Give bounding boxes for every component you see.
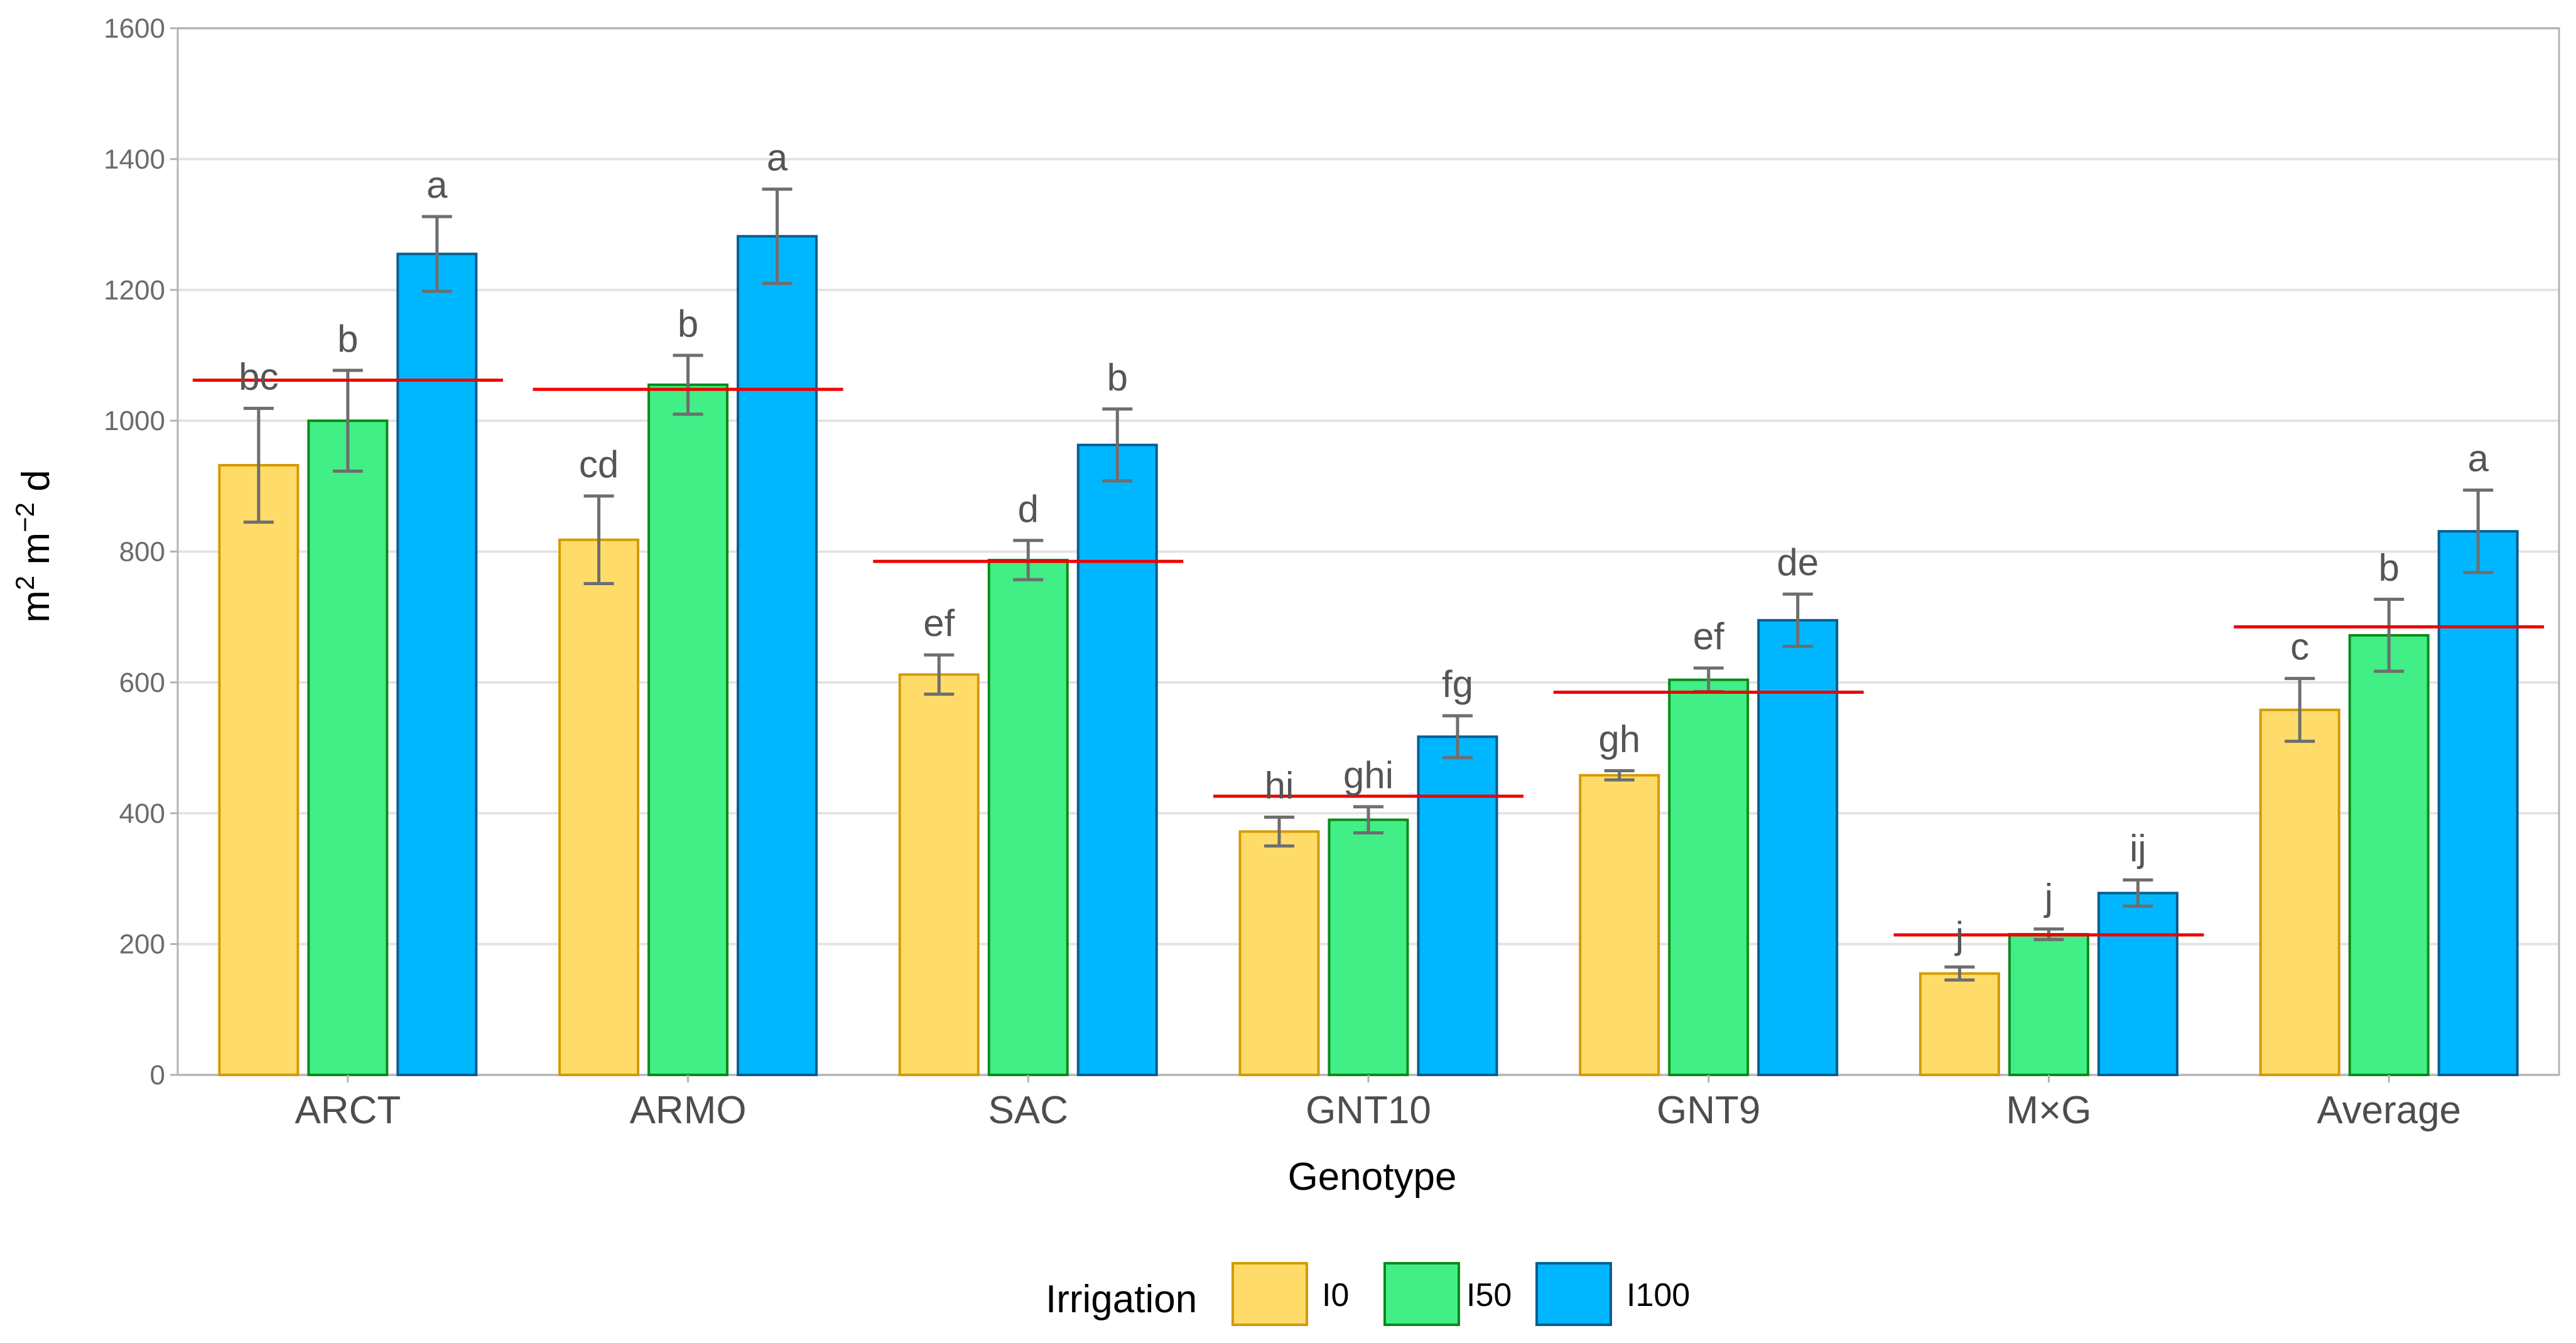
y-tick-label: 1400 xyxy=(104,144,165,175)
significance-letter: ghi xyxy=(1343,754,1394,796)
y-axis-title-superscript: −2 xyxy=(10,502,40,532)
significance-letter: c xyxy=(2290,626,2309,668)
y-axis-title: m2 m−2 d xyxy=(10,470,58,623)
bar-i100 xyxy=(1757,618,1839,1076)
bar-i50 xyxy=(2348,634,2430,1076)
significance-letter: ij xyxy=(2130,828,2146,870)
bar-i100 xyxy=(2437,530,2519,1076)
legend-key-i0 xyxy=(1231,1262,1308,1326)
bar-i50 xyxy=(1328,818,1409,1076)
bar-i50 xyxy=(647,383,729,1076)
significance-letter: ef xyxy=(923,602,955,644)
significance-letter: b xyxy=(678,303,698,345)
bar-i0 xyxy=(558,538,640,1076)
significance-letter: d xyxy=(1018,488,1039,530)
x-tick-label: SAC xyxy=(988,1089,1068,1132)
bar-i0 xyxy=(218,463,300,1076)
bar-i50 xyxy=(987,559,1069,1076)
significance-letter: a xyxy=(2467,438,2489,480)
significance-letter: bc xyxy=(239,355,278,397)
significance-letter: a xyxy=(426,164,448,206)
y-axis-title-superscript: 2 xyxy=(10,576,40,590)
bar-i0 xyxy=(1579,774,1660,1077)
significance-letter: de xyxy=(1777,541,1819,583)
y-tick-label: 0 xyxy=(150,1060,165,1091)
x-tick-label: ARMO xyxy=(630,1089,747,1132)
y-axis-title-part: m xyxy=(14,532,58,576)
significance-letter: ef xyxy=(1693,615,1724,657)
x-axis-title: Genotype xyxy=(1288,1155,1457,1199)
bar-i100 xyxy=(1076,443,1158,1076)
legend-label: I100 xyxy=(1626,1277,1690,1313)
bar-i0 xyxy=(1238,830,1320,1076)
legend-key-i50 xyxy=(1383,1262,1460,1326)
legend-key-i100 xyxy=(1535,1262,1612,1326)
bar-i0 xyxy=(1918,972,2000,1077)
significance-letter: a xyxy=(767,136,788,178)
bar-i0 xyxy=(898,673,980,1077)
legend-label: I50 xyxy=(1466,1277,1512,1313)
bar-i50 xyxy=(2008,932,2089,1076)
y-tick-label: 1200 xyxy=(104,275,165,306)
legend-label: I0 xyxy=(1322,1277,1349,1313)
bar-i100 xyxy=(2097,892,2178,1076)
significance-letter: j xyxy=(2043,876,2053,919)
significance-letter: b xyxy=(337,318,358,360)
bars xyxy=(218,235,2519,1077)
x-tick-label: Average xyxy=(2317,1089,2461,1132)
bar-i100 xyxy=(737,235,818,1076)
legend-title: Irrigation xyxy=(1046,1278,1197,1321)
bar-i0 xyxy=(2259,708,2341,1077)
x-tick-label: GNT9 xyxy=(1657,1089,1760,1132)
y-tick-label: 600 xyxy=(119,667,165,698)
significance-letter: gh xyxy=(1598,718,1640,760)
error-bars xyxy=(243,187,2494,982)
legend: Irrigation I0 I50 I100 xyxy=(1046,1262,1690,1326)
y-tick-label: 1600 xyxy=(104,13,165,44)
significance-letter: fg xyxy=(1442,663,1473,705)
significance-letters: bc b a cd b a ef d b hi ghi fg gh ef de j j ij c b a xyxy=(239,136,2489,956)
y-axis-title-part: m xyxy=(14,590,58,623)
y-tick-label: 800 xyxy=(119,537,165,568)
y-tick-label: 1000 xyxy=(104,406,165,436)
y-tick-label: 400 xyxy=(119,798,165,829)
significance-letter: j xyxy=(1954,914,1964,956)
bar-i50 xyxy=(307,419,389,1076)
bar-i100 xyxy=(396,252,478,1076)
x-tick-label: ARCT xyxy=(295,1089,401,1132)
significance-letter: b xyxy=(2378,547,2399,589)
y-axis-ticks: 0 200 400 600 800 1000 1200 1400 1600 xyxy=(104,13,178,1091)
significance-letter: b xyxy=(1107,356,1128,398)
x-axis-ticks: ARCT ARMO SAC GNT10 GNT9 M×G Average xyxy=(295,1075,2461,1132)
bar-i50 xyxy=(1668,678,1750,1076)
x-tick-label: GNT10 xyxy=(1306,1089,1431,1132)
y-tick-label: 200 xyxy=(119,929,165,960)
x-tick-label: M×G xyxy=(2006,1089,2091,1132)
mean-lines xyxy=(192,379,2545,937)
y-axis-title-part: d xyxy=(14,470,58,502)
significance-letter: hi xyxy=(1265,765,1294,807)
bar-i100 xyxy=(1417,735,1498,1076)
significance-letter: cd xyxy=(579,443,619,485)
